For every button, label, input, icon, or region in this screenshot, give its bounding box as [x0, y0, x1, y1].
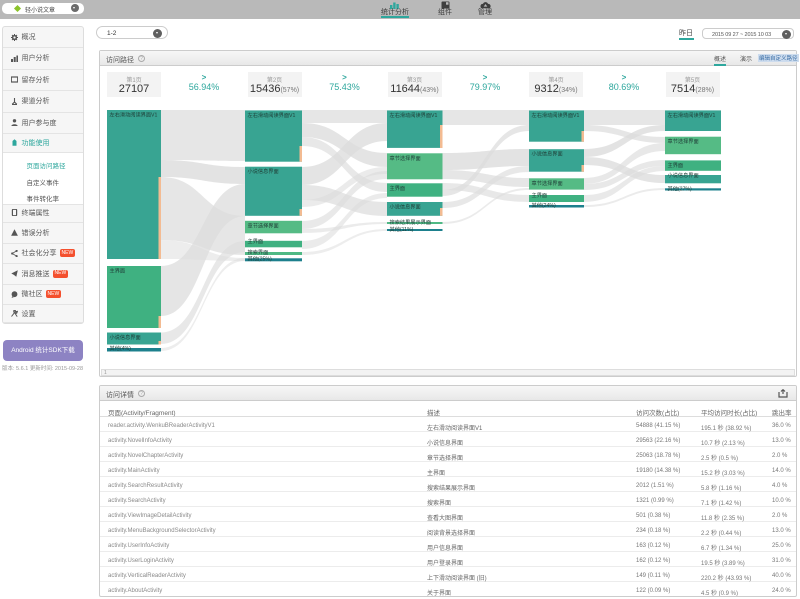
svg-text:其他(24%): 其他(24%) [532, 201, 556, 209]
svg-text:其他(27%): 其他(27%) [668, 185, 692, 193]
svg-text:左右滑动阅读界面V1: 左右滑动阅读界面V1 [248, 111, 296, 119]
svg-text:搜索结果展示界面: 搜索结果展示界面 [390, 218, 432, 226]
svg-text:其他(25%): 其他(25%) [248, 255, 272, 263]
svg-text:左右滑动阅读界面V1: 左右滑动阅读界面V1 [668, 111, 716, 119]
svg-text:左右滑动阅读界面V1: 左右滑动阅读界面V1 [390, 111, 438, 119]
svg-text:小说信息界面: 小说信息界面 [390, 203, 421, 211]
svg-text:其他(4%): 其他(4%) [110, 344, 132, 352]
svg-text:小说信息界面: 小说信息界面 [532, 150, 563, 158]
svg-text:主界面: 主界面 [390, 184, 406, 192]
svg-text:主界面: 主界面 [110, 267, 126, 275]
svg-text:主界面: 主界面 [532, 191, 548, 199]
svg-text:主界面: 主界面 [668, 161, 684, 169]
svg-text:左右滑动阅读界面V1: 左右滑动阅读界面V1 [110, 111, 158, 119]
svg-text:主界面: 主界面 [248, 237, 264, 245]
svg-text:章节选择界面: 章节选择界面 [390, 154, 421, 162]
svg-text:章节选择界面: 章节选择界面 [532, 179, 563, 187]
svg-text:左右滑动阅读界面V1: 左右滑动阅读界面V1 [532, 111, 580, 119]
svg-text:小说信息界面: 小说信息界面 [110, 333, 141, 341]
svg-text:小说信息界面: 小说信息界面 [248, 167, 279, 175]
svg-text:章节选择界面: 章节选择界面 [248, 221, 279, 229]
svg-text:章节选择界面: 章节选择界面 [668, 137, 699, 145]
svg-text:小说信息界面: 小说信息界面 [668, 171, 699, 179]
svg-text:搜索界面: 搜索界面 [248, 248, 269, 256]
svg-text:其他(11%): 其他(11%) [390, 225, 414, 233]
